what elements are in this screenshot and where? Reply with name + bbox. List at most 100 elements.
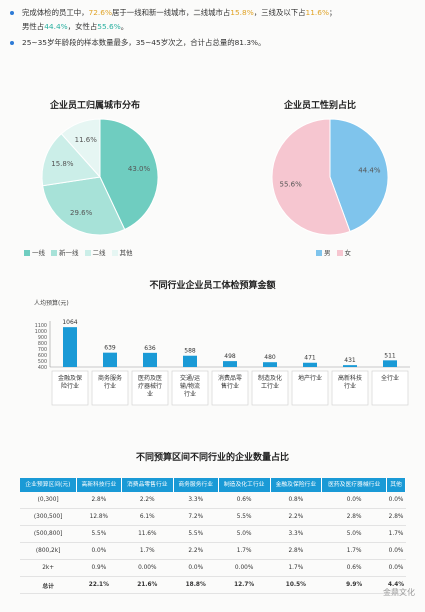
legend-swatch bbox=[316, 250, 322, 256]
x-tick-label-1: 商务服务行业 bbox=[98, 374, 122, 390]
table-cell: 2.8% bbox=[270, 542, 322, 560]
table-cell: 总计 bbox=[20, 576, 77, 594]
category-box-4 bbox=[211, 370, 249, 406]
gender-pie-title: 企业员工性别占比 bbox=[283, 101, 356, 111]
bar-3 bbox=[183, 355, 197, 367]
table-cell: 5.5% bbox=[173, 525, 219, 543]
table-cell: 2.2% bbox=[270, 508, 322, 526]
table-header-cell-3: 商务服务行业 bbox=[173, 478, 219, 492]
table-cell: 1.7% bbox=[218, 542, 270, 560]
city-pie-chart: 43.0% 29.6% 15.8% 11.6% bbox=[41, 118, 159, 236]
table-cell: 0.0% bbox=[386, 542, 406, 560]
summary-line-1: 完成体检的员工中，72.6%居于一线和新一线城市，二线城市占15.8%，三线及以… bbox=[10, 6, 415, 20]
category-box-7 bbox=[331, 370, 369, 406]
table-cell: 12.7% bbox=[218, 576, 270, 594]
bar-value-label-2: 636 bbox=[144, 345, 156, 352]
pie-slice-1 bbox=[42, 176, 126, 236]
bullet-dot bbox=[10, 41, 14, 45]
table-header-cell-6: 医药及医疗器械行业 bbox=[321, 478, 388, 492]
table-cell: (300,500] bbox=[20, 508, 77, 526]
budget-industry-table: 企业预算区间(元) 高新科技行业 消费品零售行业 商务服务行业 制造及化工行业 金融及保险… bbox=[20, 478, 406, 594]
x-tick-label-5: 制造及化工行业 bbox=[258, 374, 282, 390]
legend-swatch bbox=[111, 250, 118, 256]
pie-slice-1 bbox=[271, 118, 351, 236]
table-cell: 0.8% bbox=[270, 492, 322, 509]
watermark-logo: 金鼎文化 bbox=[383, 588, 415, 597]
pie-label-3: 11.6% bbox=[75, 136, 98, 144]
legend-label: 其他 bbox=[119, 249, 133, 257]
table-cell: 1.7% bbox=[121, 542, 174, 560]
table-header-cell-0: 企业预算区间(元) bbox=[20, 478, 77, 492]
bullet-dot bbox=[10, 11, 14, 15]
bar-0 bbox=[63, 327, 77, 367]
legend-item-0: 男 bbox=[316, 247, 331, 257]
y-tick-label-4: 700 bbox=[38, 347, 47, 353]
table-cell: 5.5% bbox=[76, 525, 122, 543]
table-cell: 21.6% bbox=[121, 576, 174, 594]
table-row: 2k+ 0.9% 0.00% 0.0% 0.00% 1.7% 0.6% 0.0% bbox=[20, 559, 406, 577]
table-cell: (500,800] bbox=[20, 525, 77, 543]
table-cell: 0.0% bbox=[173, 559, 219, 577]
y-axis-label: 人均预算(元) bbox=[34, 299, 69, 307]
table-cell: 7.2% bbox=[173, 508, 219, 526]
summary-line-2: 男性占44.4%，女性占55.6%。 bbox=[22, 22, 129, 31]
pie-label-0: 44.4% bbox=[358, 166, 381, 174]
city-pie-title: 企业员工归属城市分布 bbox=[49, 101, 140, 111]
table-cell: 9.9% bbox=[321, 576, 387, 594]
bar-value-label-7: 431 bbox=[344, 357, 356, 364]
table-cell: 11.6% bbox=[121, 525, 174, 543]
table-header-cell-1: 高新科技行业 bbox=[76, 478, 122, 492]
table-cell: 5.0% bbox=[321, 525, 387, 543]
table-cell: 18.8% bbox=[173, 576, 219, 594]
legend-item-0: 一线 bbox=[24, 247, 45, 257]
table-header-cell-2: 消费品零售行业 bbox=[121, 478, 174, 492]
category-box-8 bbox=[371, 370, 409, 406]
table-header-cell-7: 其他 bbox=[386, 478, 406, 492]
table-cell: 0.00% bbox=[218, 559, 270, 577]
table-cell: 2.8% bbox=[386, 508, 406, 526]
bar-value-label-5: 480 bbox=[264, 354, 276, 361]
table-cell: 6.1% bbox=[121, 508, 174, 526]
legend-label: 女 bbox=[344, 249, 352, 257]
city-pie-legend: 一线 新一线 二线 其他 bbox=[24, 247, 133, 257]
bar-1 bbox=[103, 352, 117, 367]
table-header-row: 企业预算区间(元) 高新科技行业 消费品零售行业 商务服务行业 制造及化工行业 金融及保险… bbox=[20, 478, 406, 492]
table-cell: 2.2% bbox=[121, 492, 174, 509]
table-row: (500,800] 5.5% 11.6% 5.5% 5.0% 3.3% 5.0% 1.7% bbox=[20, 525, 406, 543]
table-cell: 2.8% bbox=[76, 492, 122, 509]
table-cell: 12.8% bbox=[76, 508, 122, 526]
legend-swatch bbox=[24, 250, 30, 256]
pie-label-1: 55.6% bbox=[279, 181, 302, 189]
x-tick-label-4: 消费品零售行业 bbox=[218, 374, 242, 390]
x-tick-label-0: 金融及保险行业 bbox=[58, 374, 82, 390]
category-box-1 bbox=[91, 370, 129, 406]
table-cell: 0.0% bbox=[321, 492, 387, 509]
legend-item-3: 其他 bbox=[111, 247, 133, 257]
x-tick-label-8: 全行业 bbox=[381, 374, 399, 382]
table-cell: 10.5% bbox=[270, 576, 322, 594]
table-cell: 1.7% bbox=[270, 559, 322, 577]
bar-value-label-0: 1064 bbox=[62, 319, 77, 326]
bar-5 bbox=[263, 362, 277, 367]
gender-pie-legend: 男女 bbox=[316, 247, 351, 257]
table-cell: 2.8% bbox=[321, 508, 387, 526]
summary-bullets: 完成体检的员工中，72.6%居于一线和新一线城市，二线城市占15.8%，三线及以… bbox=[10, 6, 415, 50]
table-cell: 0.00% bbox=[121, 559, 174, 577]
bar-value-label-4: 498 bbox=[224, 353, 236, 360]
table-cell: 0.0% bbox=[386, 492, 406, 509]
category-box-5 bbox=[251, 370, 289, 406]
table-cell: 22.1% bbox=[76, 576, 122, 594]
pie-slice-0 bbox=[329, 118, 389, 233]
legend-swatch bbox=[51, 250, 57, 256]
legend-label: 二线 bbox=[92, 249, 106, 257]
table-cell: 4.4% bbox=[386, 576, 406, 594]
legend-label: 一线 bbox=[32, 249, 45, 257]
table-cell: 0.6% bbox=[218, 492, 270, 509]
gender-pie-chart: 44.4% 55.6% bbox=[271, 118, 389, 236]
table-cell: (0,300] bbox=[20, 492, 77, 509]
bar-2 bbox=[143, 352, 157, 367]
pie-slice-2 bbox=[41, 133, 101, 187]
bar-value-label-3: 588 bbox=[184, 348, 196, 355]
x-tick-label-6: 地产行业 bbox=[298, 374, 322, 382]
